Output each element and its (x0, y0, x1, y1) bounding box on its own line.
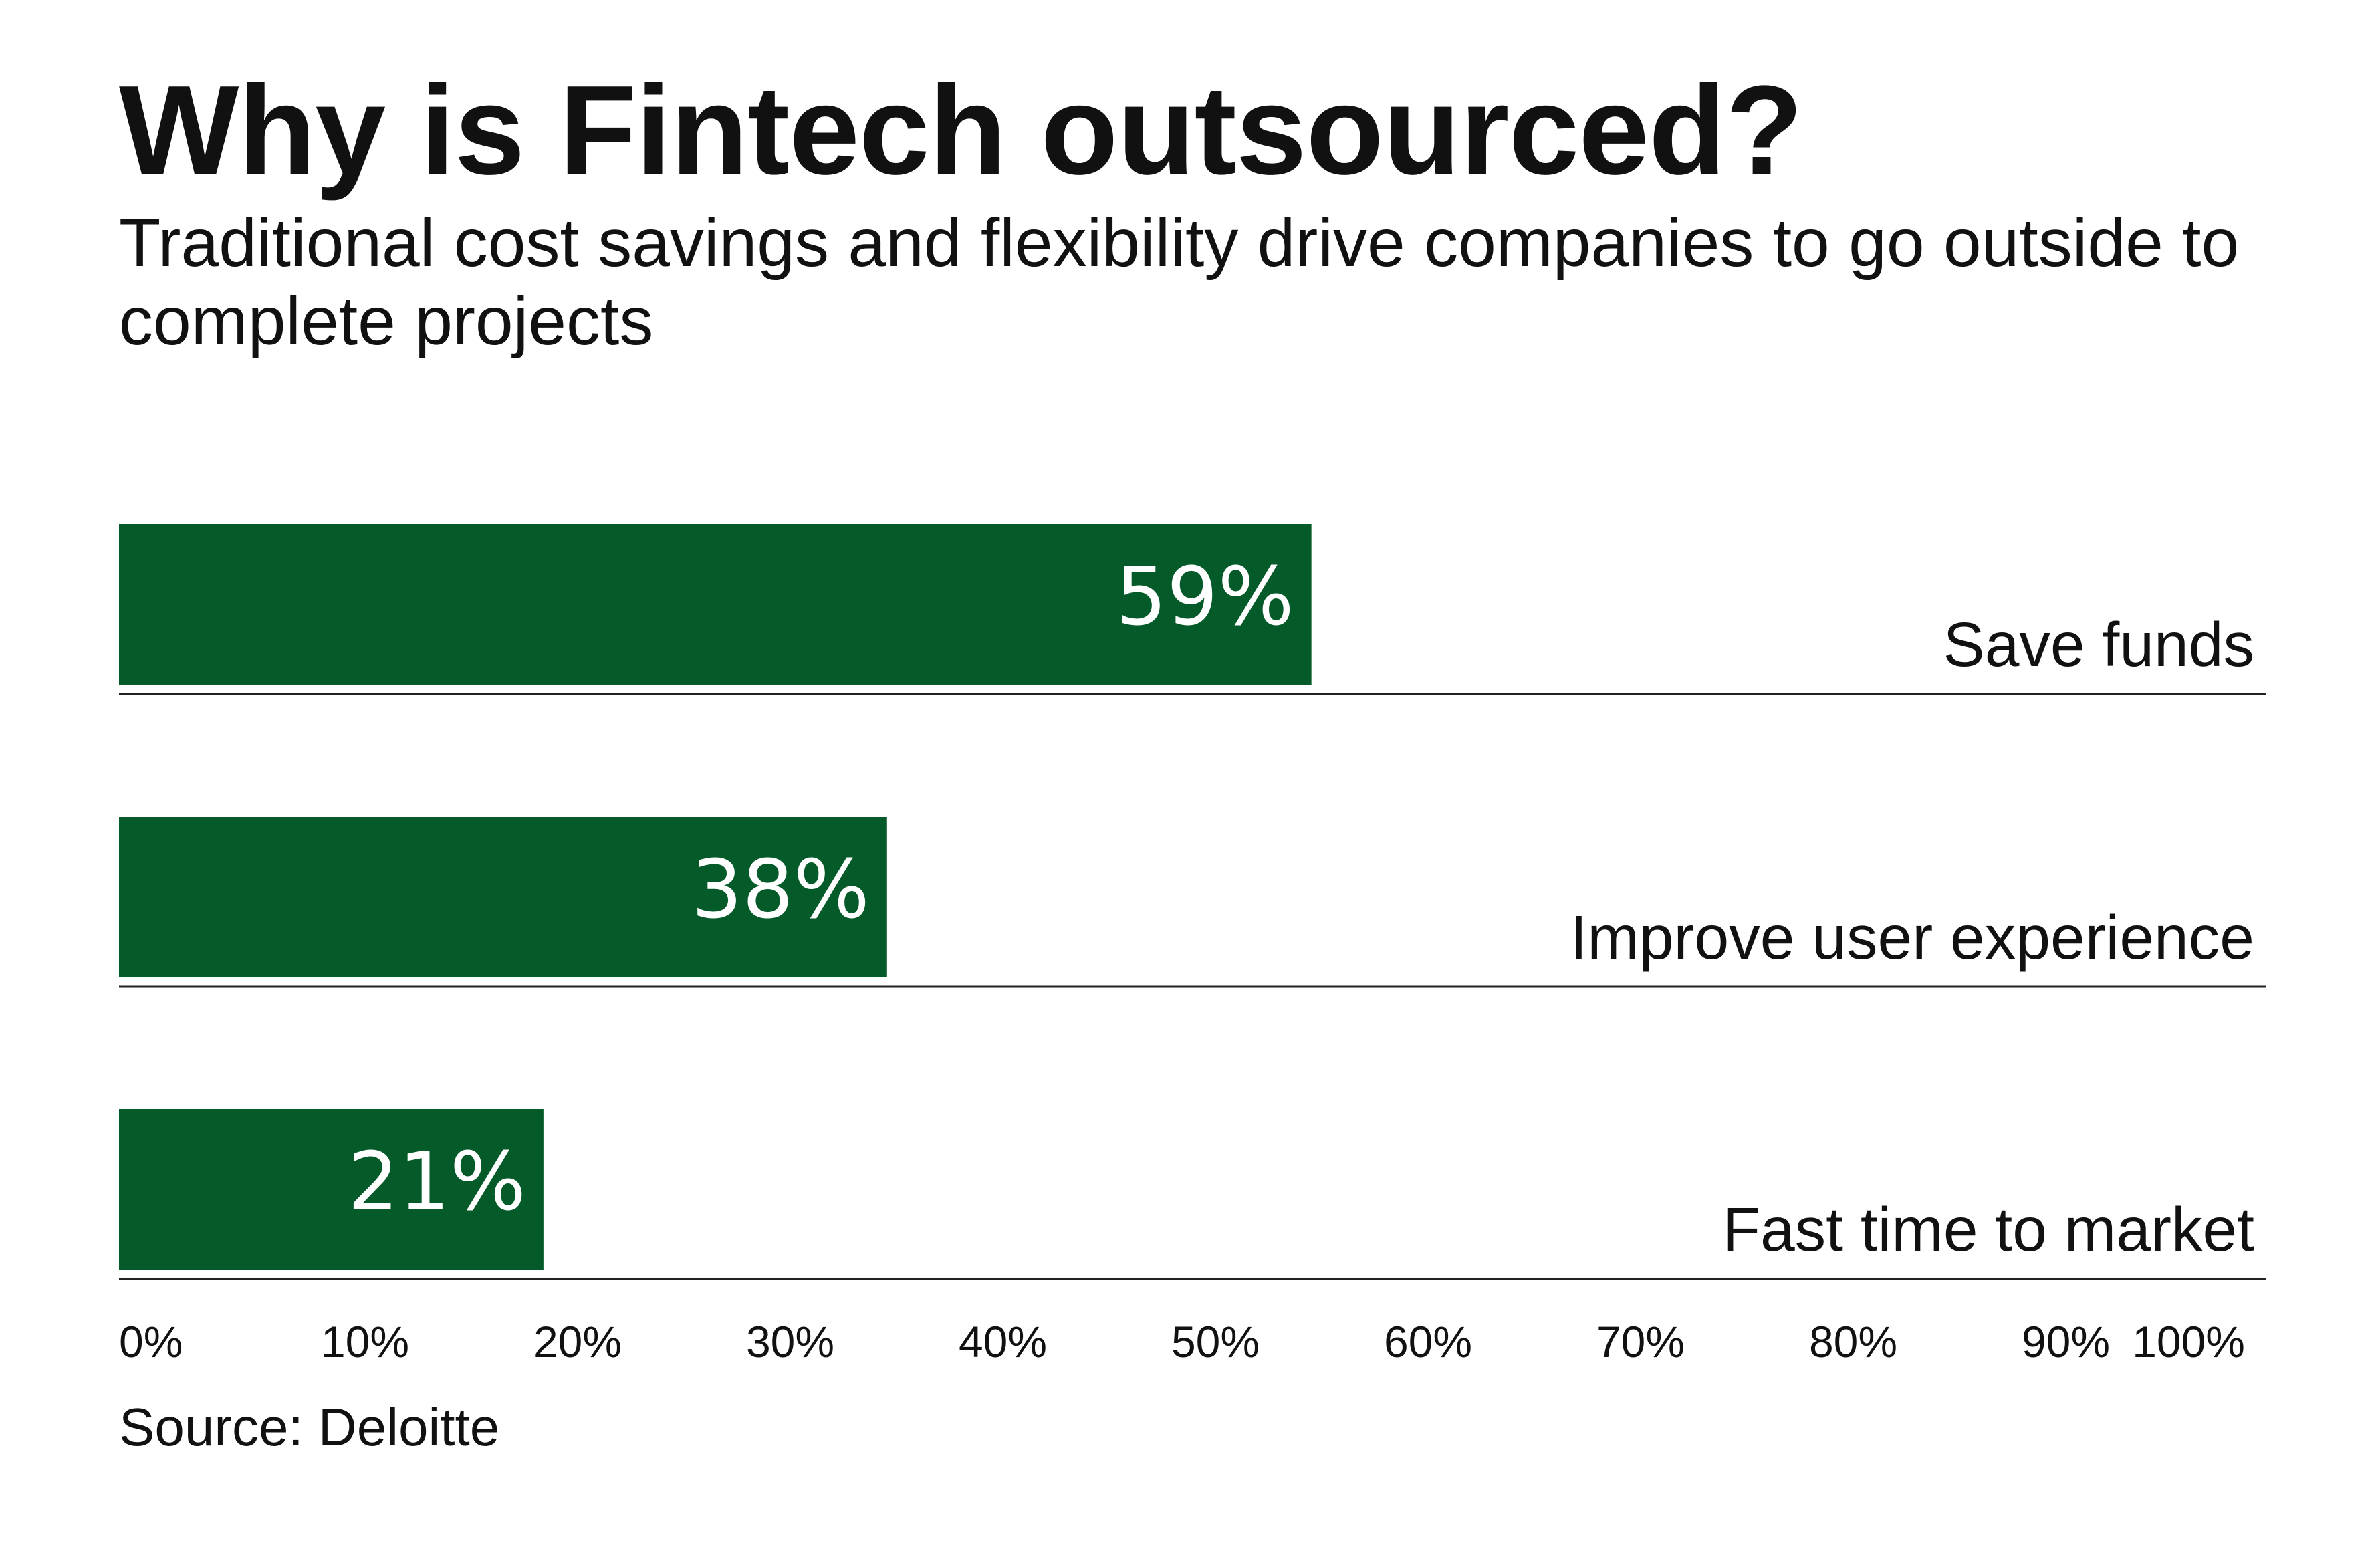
chart-subtitle: Traditional cost savings and flexibility… (119, 205, 2240, 360)
bar-value-label: 59% (1116, 551, 1294, 644)
x-tick-label: 30% (746, 1317, 834, 1366)
x-tick-label: 0% (119, 1317, 183, 1366)
bar (119, 817, 887, 977)
category-label: Improve user experience (1570, 903, 2255, 972)
category-label: Fast time to market (1722, 1195, 2254, 1264)
x-axis-ticks: 0% 10% 20% 30% 40% 50% 60% 70% 80% 90% 100% (119, 1317, 2245, 1366)
category-label: Save funds (1943, 610, 2254, 679)
bar-value-label: 38% (691, 844, 870, 937)
x-tick-label: 10% (321, 1317, 409, 1366)
x-tick-label: 40% (959, 1317, 1047, 1366)
bars-layer: 59% Save funds 38% Improve user experience 2… (119, 524, 2266, 1280)
x-tick-label: 70% (1596, 1317, 1685, 1366)
chart-title: Why is Fintech outsourced? (119, 59, 1803, 201)
x-tick-label: 60% (1384, 1317, 1472, 1366)
x-tick-label: 50% (1171, 1317, 1260, 1366)
bar-value-label: 21% (348, 1136, 526, 1229)
bar (119, 524, 1312, 685)
x-tick-label: 90% (2022, 1317, 2110, 1366)
x-tick-label: 20% (533, 1317, 622, 1366)
x-tick-label: 100% (2132, 1317, 2245, 1366)
x-tick-label: 80% (1809, 1317, 1897, 1366)
bar (119, 1109, 544, 1270)
source-note: Source: Deloitte (119, 1397, 500, 1457)
